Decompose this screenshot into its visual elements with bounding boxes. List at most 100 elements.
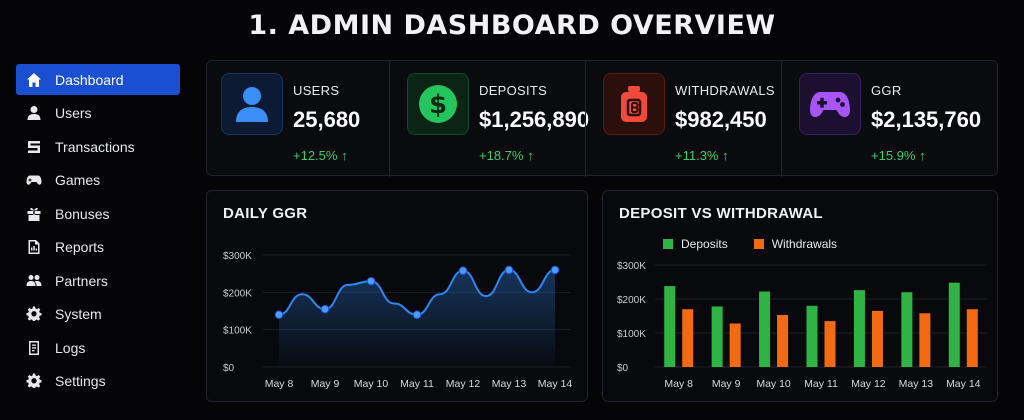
bar-withdrawals (966, 309, 978, 367)
data-point (458, 266, 468, 275)
sidebar-item-dashboard[interactable]: Dashboard (16, 64, 180, 95)
bar-deposits (948, 282, 960, 367)
log-icon (25, 339, 43, 357)
stat-label: USERS (293, 83, 340, 98)
chart-title: DAILY GGR (223, 205, 308, 222)
stat-change: +12.5% ↑ (293, 148, 348, 163)
sidebar-item-transactions[interactable]: Transactions (16, 131, 180, 162)
sidebar-item-label: Reports (55, 239, 105, 255)
sidebar-item-games[interactable]: Games (16, 165, 180, 196)
stat-label: WITHDRAWALS (675, 83, 775, 98)
x-tick-label: May 9 (712, 378, 741, 390)
bar-withdrawals (919, 313, 931, 367)
y-tick-label: $100K (223, 326, 252, 337)
y-tick-label: $200K (223, 288, 252, 299)
y-tick-label: $300K (223, 251, 252, 262)
data-point (550, 265, 560, 275)
bar-deposits (664, 286, 676, 367)
daily-ggr-chart[interactable]: $0 $100K $200K $300K May 8 May 9 May 10 May 11 M… (207, 191, 589, 403)
legend-label: Withdrawals (771, 237, 838, 251)
bar-deposits (901, 292, 913, 367)
bar-deposits (853, 290, 865, 367)
stat-card-withdrawals[interactable]: WITHDRAWALS $982,450 +11.3% ↑ (585, 61, 785, 177)
y-tick-label: $0 (617, 363, 629, 374)
chart-legend: Deposits Withdrawals (663, 237, 863, 251)
bar-withdrawals (682, 309, 694, 367)
stat-card-ggr[interactable]: GGR $2,135,760 +15.9% ↑ (781, 61, 999, 177)
stat-change: +11.3% ↑ (675, 148, 729, 163)
stat-label: DEPOSITS (479, 83, 548, 98)
user-icon (25, 104, 43, 122)
bar-withdrawals (871, 310, 883, 367)
transfer-icon (25, 138, 43, 156)
sidebar-item-partners[interactable]: Partners (16, 265, 180, 296)
sidebar-item-label: Bonuses (55, 205, 110, 222)
stat-value: $1,256,890 (479, 107, 590, 132)
data-point (320, 304, 330, 314)
sidebar-item-label: Users (55, 105, 92, 121)
sidebar-item-label: Transactions (55, 138, 135, 155)
sidebar: Dashboard Users Transactions Games Bonus… (16, 64, 180, 399)
y-tick-label: $300K (617, 261, 646, 272)
report-icon (25, 238, 43, 256)
x-tick-label: May 8 (265, 378, 294, 390)
sidebar-item-logs[interactable]: Logs (16, 332, 180, 363)
deposit-vs-withdrawal-chart[interactable]: $0 $100K $200K $300K May 8 May 9 May 10 May 11 M… (603, 191, 999, 403)
data-point (412, 310, 422, 320)
stats-row: USERS 25,680 +12.5% ↑ $ DEPOSITS $1,256,… (206, 60, 999, 177)
deposit-vs-withdrawal-panel: DEPOSIT VS WITHDRAWAL Deposits Withdrawa… (602, 190, 998, 402)
bar-withdrawals (777, 314, 789, 367)
sidebar-item-system[interactable]: System (16, 299, 180, 330)
stat-value: 25,680 (293, 107, 361, 132)
gamepad-icon (799, 73, 861, 135)
bar-withdrawals (729, 323, 741, 367)
y-tick-label: $0 (223, 363, 235, 374)
sidebar-item-label: Partners (55, 272, 108, 289)
y-tick-label: $100K (617, 329, 646, 340)
stat-card-deposits[interactable]: $ DEPOSITS $1,256,890 +18.7% ↑ (389, 61, 590, 177)
legend-swatch (753, 239, 764, 249)
data-point (504, 265, 514, 275)
x-tick-label: May 9 (311, 378, 340, 390)
partners-icon (25, 272, 43, 290)
gamepad-icon (25, 171, 43, 189)
stat-change: +18.7% ↑ (479, 148, 534, 163)
bar-withdrawals (824, 321, 836, 367)
stat-change: +15.9% ↑ (871, 148, 926, 163)
daily-ggr-panel: DAILY GGR $0 $100K $200K $300K May 8 May 9 May… (206, 190, 588, 402)
bar-deposits (711, 306, 723, 367)
stat-label: GGR (871, 83, 902, 98)
sidebar-item-label: Dashboard (55, 71, 124, 88)
data-point (274, 310, 284, 320)
data-point (366, 276, 376, 286)
legend-item-withdrawals[interactable]: Withdrawals (753, 237, 838, 251)
sidebar-item-label: Settings (55, 373, 106, 389)
legend-label: Deposits (681, 237, 728, 251)
gift-icon (25, 205, 43, 223)
x-tick-label: May 13 (899, 378, 934, 390)
sidebar-item-reports[interactable]: Reports (16, 232, 180, 263)
chart-title: DEPOSIT VS WITHDRAWAL (619, 205, 823, 222)
sidebar-item-users[interactable]: Users (16, 98, 180, 129)
home-icon (25, 71, 43, 89)
sidebar-item-bonuses[interactable]: Bonuses (16, 198, 180, 229)
stat-card-users[interactable]: USERS 25,680 +12.5% ↑ (207, 61, 393, 177)
legend-swatch (663, 239, 673, 249)
bar-deposits (759, 291, 771, 367)
page-title: 1. ADMIN DASHBOARD OVERVIEW (248, 10, 776, 41)
x-tick-label: May 11 (804, 378, 838, 390)
x-tick-label: May 10 (354, 378, 389, 390)
gear-icon (25, 305, 43, 323)
user-icon (221, 73, 283, 135)
x-tick-label: May 8 (664, 378, 693, 390)
x-tick-label: May 13 (492, 378, 527, 390)
x-tick-label: May 12 (851, 378, 886, 390)
x-tick-label: May 11 (400, 378, 434, 390)
x-tick-label: May 14 (946, 378, 981, 390)
legend-item-deposits[interactable]: Deposits (663, 237, 728, 251)
stat-value: $2,135,760 (871, 107, 982, 132)
withdraw-bag-icon (603, 73, 665, 135)
dollar-icon: $ (407, 73, 469, 135)
x-tick-label: May 10 (756, 378, 791, 390)
sidebar-item-settings[interactable]: Settings (16, 366, 180, 397)
